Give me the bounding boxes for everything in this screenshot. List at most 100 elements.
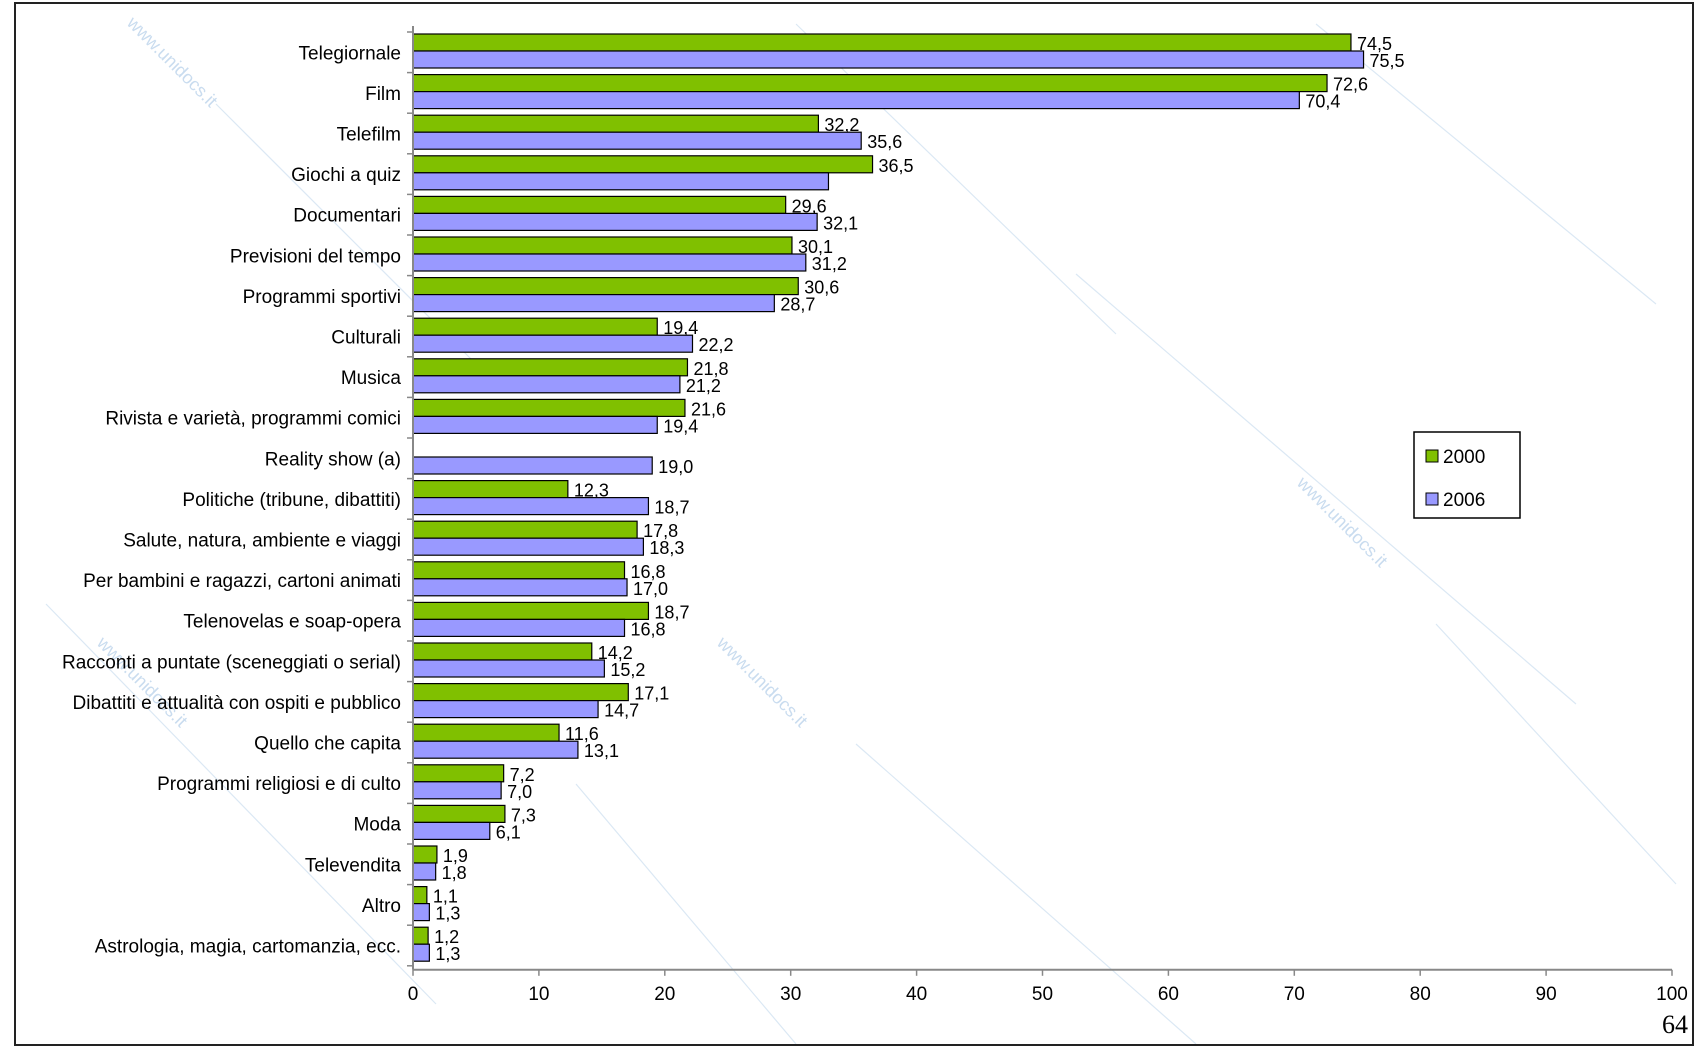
category-label: Televendita xyxy=(305,855,402,876)
data-label-2006: 1,8 xyxy=(442,863,467,883)
watermark-line xyxy=(855,743,1197,1044)
watermark-text: www.unidocs.it xyxy=(1292,472,1391,571)
watermark-line xyxy=(1075,273,1577,705)
data-label-2000: 32,2 xyxy=(824,115,859,135)
bar-2006 xyxy=(412,334,694,353)
data-label-2000: 17,1 xyxy=(634,684,669,704)
data-label-2000: 14,2 xyxy=(598,643,633,663)
x-tick-label: 100 xyxy=(1656,984,1688,1005)
bar-2006 xyxy=(412,740,579,759)
category-label: Musica xyxy=(341,368,402,389)
bar-2006 xyxy=(412,699,599,719)
category-label: Quello che capita xyxy=(254,734,401,755)
bar-2006 xyxy=(412,902,430,922)
watermark-line xyxy=(1315,23,1657,305)
bar-2006 xyxy=(412,862,437,881)
bar-2006 xyxy=(412,131,862,150)
bar-2006 xyxy=(412,90,1300,110)
x-tick-label: 80 xyxy=(1410,984,1431,1005)
bar-2006 xyxy=(412,943,430,962)
data-label-2000: 74,5 xyxy=(1357,34,1392,54)
bar-2006 xyxy=(412,294,775,313)
watermark-text: www.unidocs.it xyxy=(712,632,811,731)
x-tick-label: 20 xyxy=(654,984,675,1005)
x-tick-label: 40 xyxy=(906,984,927,1005)
data-label-2000: 19,4 xyxy=(663,318,698,338)
data-label-2006: 19,4 xyxy=(663,416,698,436)
bar-2006 xyxy=(412,497,650,516)
data-label-2000: 18,7 xyxy=(654,602,689,622)
x-tick-label: 70 xyxy=(1284,984,1305,1005)
data-label-2000: 1,2 xyxy=(434,927,459,947)
bar-2006 xyxy=(412,50,1365,69)
bar-2000 xyxy=(412,723,560,742)
data-label-2006: 13,1 xyxy=(584,741,619,761)
data-label-2000: 16,8 xyxy=(631,562,666,582)
bars-layer: Telegiornale 74,575,5 Film 72,670,4 Telefilm… xyxy=(62,33,1405,964)
data-label-2006: 1,3 xyxy=(435,904,460,924)
bar-2000 xyxy=(412,682,629,702)
data-label-2006: 28,7 xyxy=(780,295,815,315)
data-label-2000: 72,6 xyxy=(1333,75,1368,95)
category-label: Telenovelas e soap-opera xyxy=(183,612,401,633)
data-label-2006: 6,1 xyxy=(496,822,521,842)
bar-2006 xyxy=(412,537,644,556)
data-label-2000: 1,9 xyxy=(443,846,468,866)
category-label: Culturali xyxy=(331,328,401,349)
data-label-2006: 7,0 xyxy=(507,782,532,802)
legend-swatch-2000 xyxy=(1425,449,1439,463)
category-label: Altro xyxy=(362,896,401,917)
category-label: Racconti a puntate (sceneggiati o serial… xyxy=(62,652,401,673)
bar-2006 xyxy=(412,415,658,434)
data-label-2006: 35,6 xyxy=(867,132,902,152)
bar-2006 xyxy=(412,375,681,394)
category-label: Salute, natura, ambiente e viaggi xyxy=(123,531,401,552)
bar-2000 xyxy=(412,642,593,661)
bar-2000 xyxy=(412,358,689,377)
data-label-2000: 17,8 xyxy=(643,521,678,541)
category-label: Programmi religiosi e di culto xyxy=(157,774,401,795)
category-label: Documentari xyxy=(293,206,401,227)
data-label-2000: 29,6 xyxy=(792,196,827,216)
legend-swatch-2006 xyxy=(1425,492,1439,506)
bar-2000 xyxy=(412,804,506,824)
category-label: Dibattiti e attualità con ospiti e pubbl… xyxy=(73,693,401,714)
data-label-2006: 21,2 xyxy=(686,376,721,396)
bar-2000 xyxy=(412,885,428,905)
data-label-2000: 36,5 xyxy=(879,156,914,176)
bar-2000 xyxy=(412,114,819,133)
bar-2006 xyxy=(412,821,491,841)
data-label-2000: 21,8 xyxy=(693,359,728,379)
bar-2006 xyxy=(412,578,628,597)
category-label: Astrologia, magia, cartomanzia, ecc. xyxy=(95,937,401,958)
data-label-2000: 11,6 xyxy=(565,724,599,744)
data-label-2006: 22,2 xyxy=(698,335,733,355)
bar-2000 xyxy=(412,317,658,336)
bar-2006 xyxy=(412,253,807,272)
legend-label-2000: 2000 xyxy=(1443,447,1485,468)
data-label-2006: 16,8 xyxy=(631,619,666,639)
bar-2000 xyxy=(412,561,626,580)
data-label-2000: 7,3 xyxy=(511,805,536,825)
data-label-2006: 14,7 xyxy=(604,701,639,721)
category-label: Moda xyxy=(353,815,401,836)
bar-2000 xyxy=(412,33,1352,52)
bar-2000 xyxy=(412,480,569,499)
watermark-line xyxy=(1435,623,1677,885)
category-label: Programmi sportivi xyxy=(243,287,401,308)
data-label-2006: 18,7 xyxy=(654,498,689,518)
bar-2006 xyxy=(412,212,818,231)
bar-2000 xyxy=(412,155,874,174)
category-label: Telefilm xyxy=(337,125,401,146)
bar-2000 xyxy=(412,236,793,255)
x-tick-label: 60 xyxy=(1158,984,1179,1005)
legend-label-2006: 2006 xyxy=(1443,490,1485,511)
data-label-2000: 7,2 xyxy=(510,765,535,785)
data-label-2006: 17,0 xyxy=(633,579,668,599)
bar-2000 xyxy=(412,845,438,864)
bar-2006 xyxy=(412,456,653,475)
bar-2000 xyxy=(412,601,650,621)
data-label-2006: 1,3 xyxy=(435,944,460,964)
data-label-2006: 75,5 xyxy=(1370,51,1405,71)
bar-2000 xyxy=(412,398,686,417)
